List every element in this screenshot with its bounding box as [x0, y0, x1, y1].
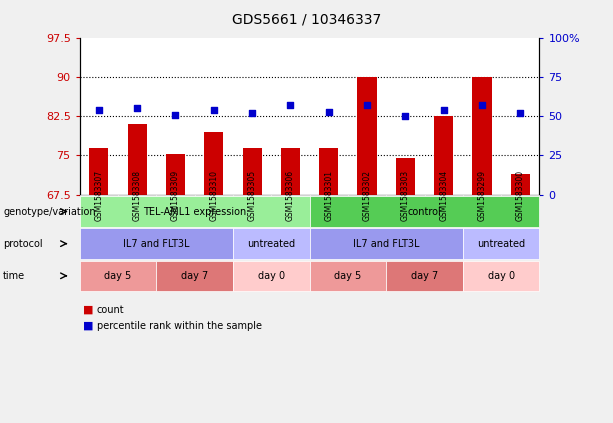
Text: IL7 and FLT3L: IL7 and FLT3L [123, 239, 189, 249]
Text: day 7: day 7 [411, 271, 438, 281]
Text: day 0: day 0 [257, 271, 285, 281]
Text: TEL-AML1 expression: TEL-AML1 expression [143, 206, 246, 217]
Text: time: time [3, 271, 25, 281]
Text: GSM1583304: GSM1583304 [439, 170, 448, 221]
Text: percentile rank within the sample: percentile rank within the sample [97, 321, 262, 331]
Text: GSM1583299: GSM1583299 [478, 170, 487, 221]
Bar [166, 154, 185, 195]
Text: IL7 and FLT3L: IL7 and FLT3L [353, 239, 419, 249]
Bar [357, 77, 376, 195]
Bar [243, 148, 262, 195]
Text: GSM1583307: GSM1583307 [94, 170, 104, 221]
Text: GSM1583310: GSM1583310 [209, 170, 218, 221]
Point [516, 110, 525, 117]
Bar [473, 77, 492, 195]
Text: GSM1583303: GSM1583303 [401, 170, 410, 221]
Bar [89, 148, 109, 195]
Text: untreated: untreated [477, 239, 525, 249]
Text: day 7: day 7 [181, 271, 208, 281]
Point [247, 110, 257, 117]
Bar [434, 116, 453, 195]
Text: day 0: day 0 [487, 271, 515, 281]
Text: genotype/variation: genotype/variation [3, 206, 96, 217]
Text: GSM1583300: GSM1583300 [516, 170, 525, 221]
Text: day 5: day 5 [104, 271, 132, 281]
Bar [128, 124, 147, 195]
Text: GSM1583301: GSM1583301 [324, 170, 333, 221]
Point [477, 102, 487, 109]
Text: GSM1583302: GSM1583302 [362, 170, 371, 221]
Bar [511, 174, 530, 195]
Point [209, 107, 219, 113]
Text: count: count [97, 305, 124, 315]
Text: ■: ■ [83, 305, 93, 315]
Text: control: control [408, 206, 441, 217]
Point [400, 113, 410, 120]
Bar [204, 132, 223, 195]
Bar [319, 148, 338, 195]
Point [439, 107, 449, 113]
Point [324, 108, 333, 115]
Bar [396, 158, 415, 195]
Text: day 5: day 5 [334, 271, 362, 281]
Point [94, 107, 104, 113]
Text: GSM1583306: GSM1583306 [286, 170, 295, 221]
Text: GSM1583308: GSM1583308 [132, 170, 142, 221]
Text: untreated: untreated [247, 239, 295, 249]
Text: protocol: protocol [3, 239, 43, 249]
Text: GSM1583309: GSM1583309 [171, 170, 180, 221]
Bar [281, 148, 300, 195]
Text: GDS5661 / 10346337: GDS5661 / 10346337 [232, 13, 381, 27]
Text: GSM1583305: GSM1583305 [248, 170, 257, 221]
Point [132, 105, 142, 112]
Point [286, 102, 295, 109]
Point [362, 102, 372, 109]
Text: ■: ■ [83, 321, 93, 331]
Point [170, 111, 180, 118]
